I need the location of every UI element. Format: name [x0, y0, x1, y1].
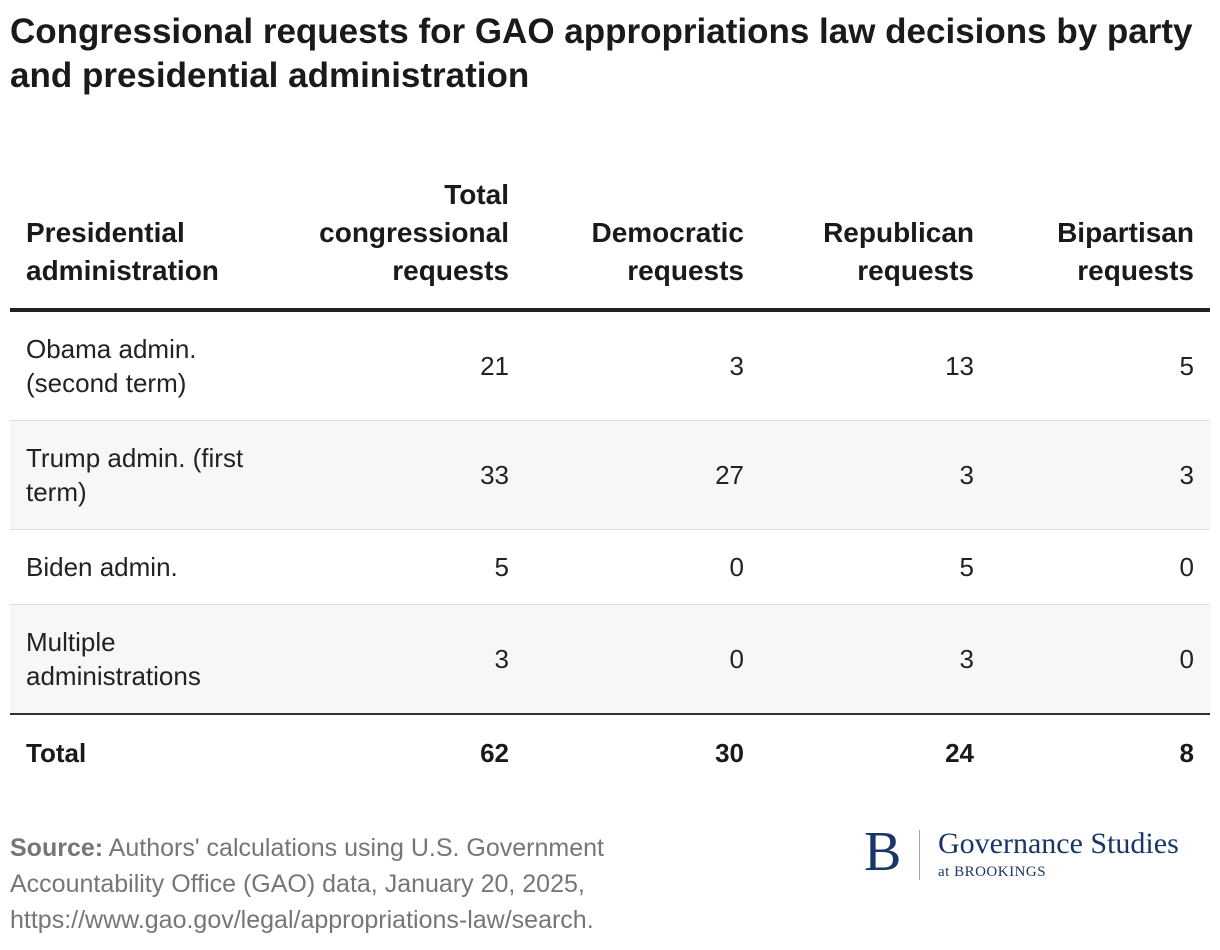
total-cell: 24 [945, 738, 974, 768]
table-cell: 33 [280, 420, 525, 530]
header-row: Presidential administration Total congre… [10, 170, 1210, 312]
row-label: Obama admin. (second term) [10, 310, 280, 421]
column-header: Republican requests [760, 170, 990, 312]
total-cell: 8 [1179, 738, 1194, 768]
chart-title: Congressional requests for GAO appropria… [10, 12, 1193, 95]
logo-mark: B [864, 821, 902, 883]
data-table: Presidential administration Total congre… [10, 170, 1210, 791]
table-cell: 0 [525, 604, 760, 715]
brookings-logo: B Governance Studies at BROOKINGS [864, 822, 1214, 886]
table-cell: 0 [525, 529, 760, 605]
table-row: Obama admin. (second term) 21 3 13 5 [10, 310, 1210, 421]
table-cell: 3 [760, 420, 990, 530]
table-row: Trump admin. (first term) 33 27 3 3 [10, 420, 1210, 530]
total-cell: 62 [480, 738, 509, 768]
table-cell: 0 [990, 529, 1210, 605]
table-cell: 21 [280, 310, 525, 421]
logo-divider [919, 830, 920, 880]
total-row: Total 62 30 24 8 [10, 714, 1210, 791]
source-note: Source: Authors' calculations using U.S.… [10, 830, 730, 938]
total-label: Total [26, 738, 87, 768]
logo-name: Governance Studies [938, 827, 1179, 860]
table-cell: 5 [280, 529, 525, 605]
column-header: Total congressional requests [280, 170, 525, 312]
column-header: Democratic requests [525, 170, 760, 312]
table-cell: 27 [525, 420, 760, 530]
table-cell: 5 [760, 529, 990, 605]
table-cell: 3 [990, 420, 1210, 530]
source-label: Source: [10, 834, 104, 862]
row-label: Biden admin. [10, 529, 280, 605]
total-cell: 30 [715, 738, 744, 768]
column-header: Presidential administration [10, 170, 280, 312]
table-cell: 13 [760, 310, 990, 421]
table-cell: 3 [525, 310, 760, 421]
source-text: Authors' calculations using U.S. Governm… [10, 834, 604, 934]
table-row: Biden admin. 5 0 5 0 [10, 529, 1210, 605]
table-cell: 3 [280, 604, 525, 715]
table-cell: 0 [990, 604, 1210, 715]
row-label: Trump admin. (first term) [10, 420, 280, 530]
table-cell: 5 [990, 310, 1210, 421]
table-row: Multiple administrations 3 0 3 0 [10, 604, 1210, 715]
table-cell: 3 [760, 604, 990, 715]
logo-subtitle: at BROOKINGS [938, 864, 1047, 880]
row-label: Multiple administrations [10, 604, 280, 715]
column-header: Bipartisan requests [990, 170, 1210, 312]
